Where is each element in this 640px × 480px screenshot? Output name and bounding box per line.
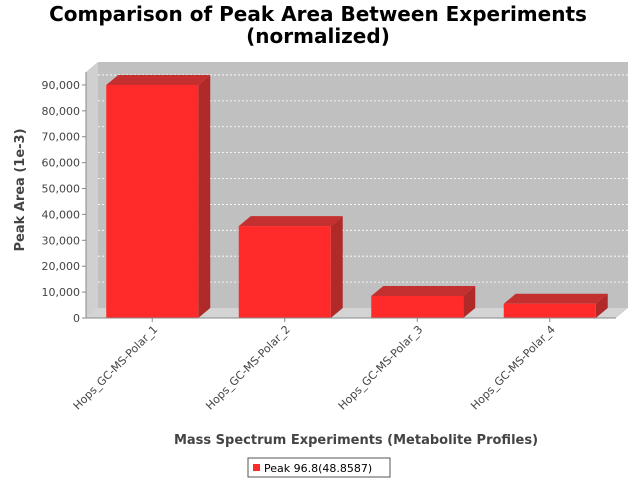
bar-top: [371, 285, 476, 296]
y-axis-title: Peak Area (1e-3): [13, 128, 28, 251]
bar-top: [238, 216, 343, 227]
bar-top: [503, 293, 608, 304]
bar-side: [463, 285, 476, 318]
bar-top: [106, 74, 211, 85]
x-tick-label: Hops_GC-MS-Polar_1: [71, 323, 161, 413]
chart-subtitle: (normalized): [246, 24, 390, 48]
bar-side: [595, 293, 608, 318]
bar: [371, 285, 476, 318]
bar: [238, 216, 343, 318]
y-tick-label: 0: [73, 312, 80, 325]
y-tick-label: 40,000: [42, 208, 81, 221]
bar: [503, 293, 608, 318]
bar-front: [106, 84, 199, 319]
y-tick-label: 80,000: [42, 105, 81, 118]
y-tick-label: 70,000: [42, 131, 81, 144]
legend-swatch: [253, 464, 260, 471]
y-tick-label: 20,000: [42, 260, 81, 273]
plot-side-wall: [86, 62, 98, 318]
legend-box: [247, 457, 391, 478]
legend: Peak 96.8(48.8587): [247, 457, 391, 478]
y-tick-label: 60,000: [42, 157, 81, 170]
y-tick-label: 90,000: [42, 79, 81, 92]
x-axis: Hops_GC-MS-Polar_1 Hops_GC-MS-Polar_2 Hops…: [71, 317, 616, 413]
bar-front: [371, 295, 464, 318]
x-tick-label: Hops_GC-MS-Polar_2: [203, 323, 293, 413]
plot-floor: [86, 308, 628, 318]
bar-front: [238, 226, 331, 318]
bar-side: [330, 216, 343, 318]
bars-group: [106, 74, 608, 319]
legend-label: Peak 96.8(48.8587): [264, 462, 372, 475]
chart-title: Comparison of Peak Area Between Experime…: [49, 2, 587, 26]
bar-front: [503, 303, 596, 318]
y-axis: 0 10,000 20,000 30,000 40,000 50,000 60,000 70,…: [42, 72, 87, 325]
y-tick-label: 10,000: [42, 286, 81, 299]
x-tick-label: Hops_GC-MS-Polar_4: [468, 323, 558, 413]
x-tick-label: Hops_GC-MS-Polar_3: [336, 323, 426, 413]
bar: [106, 74, 211, 319]
y-tick-label: 30,000: [42, 234, 81, 247]
x-axis-title: Mass Spectrum Experiments (Metabolite Pr…: [174, 433, 538, 448]
bar-side: [198, 74, 211, 319]
y-tick-label: 50,000: [42, 183, 81, 196]
